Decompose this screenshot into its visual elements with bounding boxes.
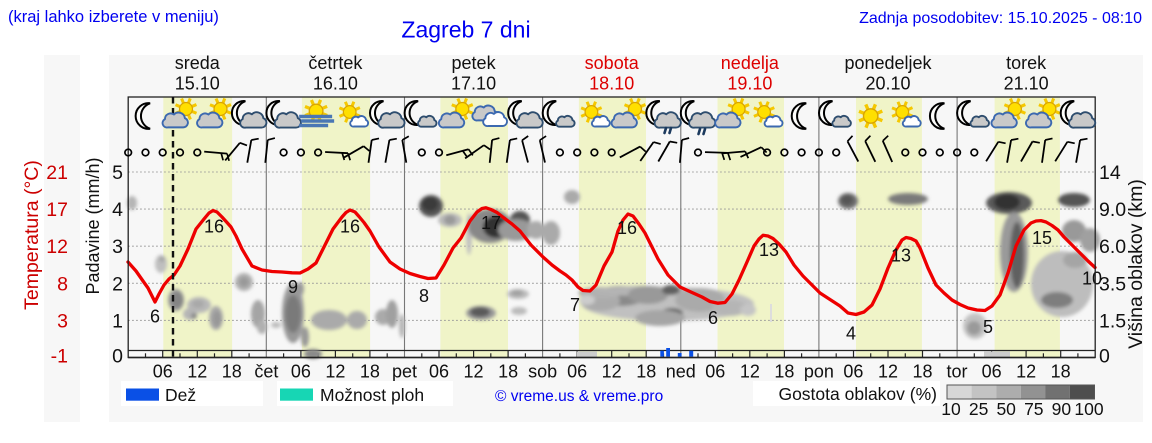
svg-text:18: 18 xyxy=(774,362,794,382)
svg-text:9.0: 9.0 xyxy=(1099,199,1126,221)
svg-text:16: 16 xyxy=(340,217,360,237)
svg-text:6.0: 6.0 xyxy=(1099,236,1126,258)
svg-text:© vreme.us & vreme.pro: © vreme.us & vreme.pro xyxy=(495,388,663,405)
svg-text:2: 2 xyxy=(112,273,123,295)
svg-text:90: 90 xyxy=(1052,399,1072,419)
svg-text:8: 8 xyxy=(419,286,429,306)
svg-text:18: 18 xyxy=(360,362,380,382)
svg-text:1.5: 1.5 xyxy=(1099,310,1126,332)
svg-text:Gostota oblakov (%): Gostota oblakov (%) xyxy=(778,384,937,404)
svg-text:6: 6 xyxy=(708,308,718,328)
svg-text:Možnost ploh: Možnost ploh xyxy=(320,385,424,405)
svg-text:tor: tor xyxy=(947,362,968,382)
svg-text:06: 06 xyxy=(291,362,311,382)
svg-text:-1: -1 xyxy=(51,346,68,368)
svg-text:15.10: 15.10 xyxy=(175,74,220,94)
svg-text:18: 18 xyxy=(1051,362,1071,382)
svg-text:petek: petek xyxy=(452,53,497,73)
svg-text:pon: pon xyxy=(804,362,834,382)
svg-text:21.10: 21.10 xyxy=(1004,74,1049,94)
svg-text:06: 06 xyxy=(567,362,587,382)
svg-text:Temperatura (°C): Temperatura (°C) xyxy=(21,160,43,310)
svg-text:četrtek: četrtek xyxy=(308,53,363,73)
svg-text:16.10: 16.10 xyxy=(313,74,358,94)
svg-text:19.10: 19.10 xyxy=(727,74,772,94)
svg-text:13: 13 xyxy=(891,246,911,266)
svg-text:10: 10 xyxy=(941,399,961,419)
svg-text:Zagreb 7 dni: Zagreb 7 dni xyxy=(401,17,530,43)
svg-text:12: 12 xyxy=(602,362,622,382)
svg-text:3.5: 3.5 xyxy=(1099,273,1126,295)
svg-text:12: 12 xyxy=(878,362,898,382)
svg-text:06: 06 xyxy=(705,362,725,382)
svg-text:sreda: sreda xyxy=(175,53,221,73)
svg-text:100: 100 xyxy=(1074,399,1103,419)
svg-text:13: 13 xyxy=(759,240,779,260)
svg-text:čet: čet xyxy=(254,362,278,382)
svg-text:12: 12 xyxy=(740,362,760,382)
svg-text:15: 15 xyxy=(1032,228,1052,248)
svg-text:50: 50 xyxy=(996,399,1016,419)
svg-text:18: 18 xyxy=(222,362,242,382)
svg-text:Dež: Dež xyxy=(165,385,196,405)
svg-text:06: 06 xyxy=(153,362,173,382)
svg-text:4: 4 xyxy=(112,199,123,221)
svg-text:18: 18 xyxy=(913,362,933,382)
svg-text:18.10: 18.10 xyxy=(589,74,634,94)
svg-text:5: 5 xyxy=(983,317,993,337)
svg-text:ponedeljek: ponedeljek xyxy=(844,53,932,73)
svg-text:12: 12 xyxy=(187,362,207,382)
svg-text:0: 0 xyxy=(1099,346,1110,368)
svg-text:0: 0 xyxy=(112,346,123,368)
svg-text:17.10: 17.10 xyxy=(451,74,496,94)
svg-text:4: 4 xyxy=(846,324,856,344)
svg-text:8: 8 xyxy=(57,273,68,295)
svg-text:3: 3 xyxy=(57,310,68,332)
svg-text:21: 21 xyxy=(46,162,68,184)
svg-text:6: 6 xyxy=(150,307,160,327)
svg-text:5: 5 xyxy=(112,162,123,184)
svg-text:06: 06 xyxy=(843,362,863,382)
svg-text:sob: sob xyxy=(528,362,557,382)
svg-text:nedelja: nedelja xyxy=(721,53,780,73)
svg-text:25: 25 xyxy=(969,399,988,419)
svg-text:16: 16 xyxy=(204,217,224,237)
svg-text:7: 7 xyxy=(570,295,580,315)
svg-text:17: 17 xyxy=(481,213,501,233)
svg-text:17: 17 xyxy=(46,199,68,221)
svg-text:16: 16 xyxy=(617,218,637,238)
svg-text:12: 12 xyxy=(1016,362,1036,382)
svg-text:06: 06 xyxy=(982,362,1002,382)
svg-text:06: 06 xyxy=(429,362,449,382)
svg-text:18: 18 xyxy=(498,362,518,382)
svg-text:20.10: 20.10 xyxy=(865,74,910,94)
svg-text:12: 12 xyxy=(464,362,484,382)
svg-text:3: 3 xyxy=(112,236,123,258)
svg-text:ned: ned xyxy=(666,362,696,382)
svg-text:Padavine (mm/h): Padavine (mm/h) xyxy=(83,157,103,294)
svg-text:pet: pet xyxy=(392,362,417,382)
svg-text:Višina oblakov (km): Višina oblakov (km) xyxy=(1125,179,1147,349)
svg-text:torek: torek xyxy=(1006,53,1047,73)
svg-text:9: 9 xyxy=(288,277,298,297)
svg-text:(kraj lahko izberete v meniju): (kraj lahko izberete v meniju) xyxy=(8,8,219,26)
svg-text:1: 1 xyxy=(112,310,123,332)
svg-text:sobota: sobota xyxy=(585,53,640,73)
svg-text:10: 10 xyxy=(1082,269,1102,289)
svg-text:75: 75 xyxy=(1024,399,1043,419)
svg-text:14: 14 xyxy=(1099,162,1121,184)
svg-text:12: 12 xyxy=(325,362,345,382)
svg-text:18: 18 xyxy=(636,362,656,382)
svg-text:12: 12 xyxy=(46,236,68,258)
svg-text:Zadnja posodobitev: 15.10.2025: Zadnja posodobitev: 15.10.2025 - 08:10 xyxy=(859,10,1142,27)
